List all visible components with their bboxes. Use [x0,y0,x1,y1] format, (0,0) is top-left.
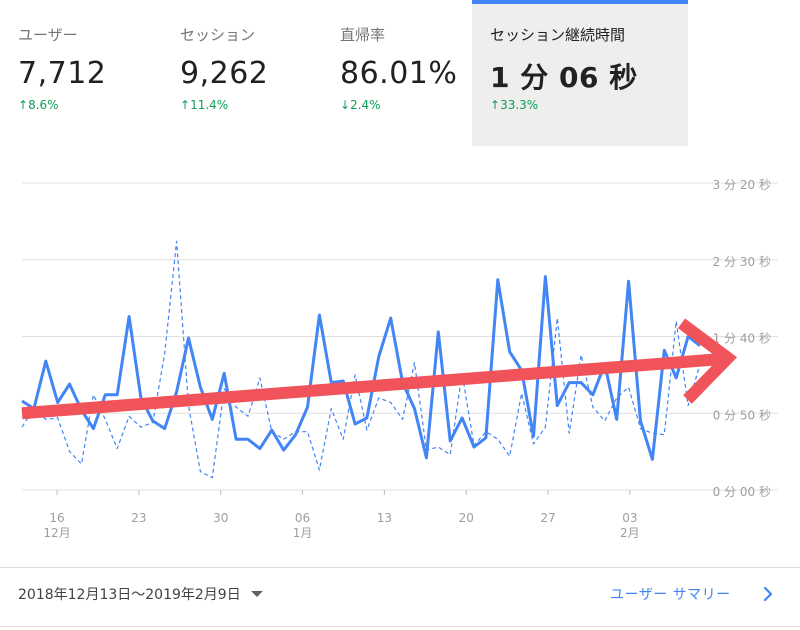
x-tick-label: 16 [49,511,64,525]
grid [22,182,778,491]
x-tick-label: 06 [295,511,310,525]
date-range-label: 2018年12月13日～2019年2月9日 [18,587,241,603]
metric-change: ↑8.6% [18,98,59,112]
series-line-current-period [21,275,701,461]
metric-change-value: 11.4% [190,98,229,112]
metric-change-value: 33.3% [500,98,539,112]
metric-sessions[interactable]: セッション 9,262 ↑11.4% [162,0,322,146]
x-tick-sublabel: 2月 [620,526,640,540]
trend-arrow [21,318,738,420]
metric-label: 直帰率 [340,26,386,44]
metric-value: 9,262 [180,56,269,91]
user-summary-link[interactable]: ユーザー サマリー [610,587,731,603]
metric-bounce-rate[interactable]: 直帰率 86.01% ↓2.4% [322,0,472,146]
chevron-right-icon[interactable] [760,582,778,606]
metrics-row: ユーザー 7,712 ↑8.6% セッション 9,262 ↑11.4% 直帰率 … [0,0,800,146]
y-tick-label: 3 分 20 秒 [713,178,771,192]
trend-arrow-shaft [21,353,723,420]
metric-change: ↓2.4% [340,98,381,112]
series [21,240,701,479]
date-range-selector[interactable]: 2018年12月13日～2019年2月9日 [18,584,263,604]
metric-label: セッション [180,26,256,44]
caret-down-icon [250,591,263,597]
metric-session-duration[interactable]: セッション継続時間 1 分 06 秒 ↑33.3% [472,0,688,146]
metric-value: 1 分 06 秒 [490,61,638,94]
y-axis-labels: 0 分 00 秒 0 分 50 秒 1 分 40 秒 2 分 30 秒 3 分 20 秒 [713,178,771,499]
y-tick-label: 0 分 00 秒 [713,485,771,499]
metric-value: 86.01% [340,56,458,91]
x-tick-sublabel: 12月 [43,526,70,540]
metric-value: 7,712 [18,56,107,91]
session-duration-chart: 0 分 00 秒 0 分 50 秒 1 分 40 秒 2 分 30 秒 3 分 20 秒… [21,178,778,540]
x-tick-label: 20 [459,511,474,525]
arrow-up-icon: ↑ [180,98,191,112]
metric-label: ユーザー [18,26,78,44]
arrow-up-icon: ↑ [18,98,29,112]
metric-change: ↑33.3% [490,98,538,112]
x-tick-label: 23 [131,511,146,525]
x-tick-sublabel: 1月 [293,526,313,540]
metric-change-value: 2.4% [350,98,381,112]
series-line-previous-period [21,240,701,479]
divider [0,567,800,568]
metric-change: ↑11.4% [180,98,228,112]
x-tick-label: 27 [540,511,555,525]
x-tick-label: 03 [622,511,637,525]
arrow-down-icon: ↓ [340,98,351,112]
y-tick-label: 1 分 40 秒 [713,332,771,346]
bottom-divider [0,626,800,627]
y-tick-label: 2 分 30 秒 [713,255,771,269]
metric-users[interactable]: ユーザー 7,712 ↑8.6% [0,0,160,146]
arrow-up-icon: ↑ [490,98,501,112]
metric-change-value: 8.6% [28,98,59,112]
x-tick-label: 13 [377,511,392,525]
y-tick-label: 0 分 50 秒 [713,408,771,422]
x-tick-label: 30 [213,511,228,525]
trend-arrow-head [677,318,738,404]
metric-label: セッション継続時間 [490,26,626,44]
